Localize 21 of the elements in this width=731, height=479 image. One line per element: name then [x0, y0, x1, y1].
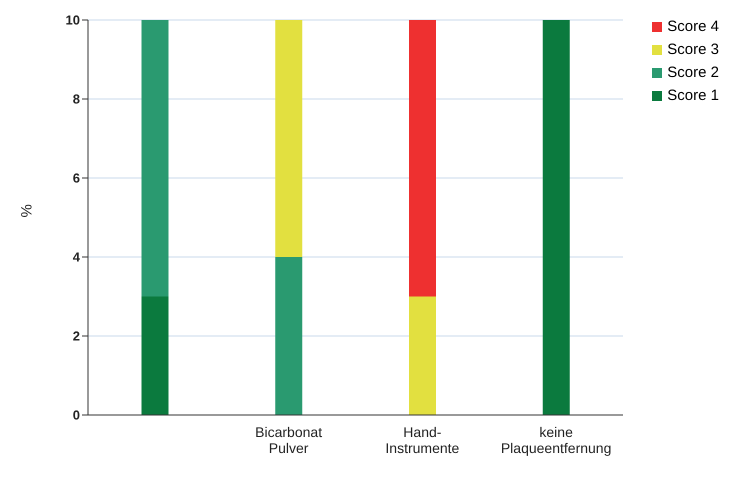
y-tick-label: 4: [72, 250, 81, 265]
y-tick-label: 2: [72, 328, 80, 344]
y-tick-label: 10: [66, 12, 80, 28]
bar: [542, 20, 570, 415]
legend-label: Score 3: [667, 41, 719, 58]
x-tick-label: Hand-Instrumente: [385, 424, 460, 456]
y-tick-label: 0: [72, 408, 80, 423]
x-tick-label: keine Plaqueentfernung: [500, 424, 612, 456]
legend-label: Score 1: [667, 87, 719, 104]
y-tick-label: 8: [72, 92, 80, 107]
bar: [142, 296, 168, 415]
y-axis-title: %: [18, 204, 36, 218]
x-tick-label: Bicarbonat Pulver: [255, 424, 322, 456]
bar: [275, 257, 302, 415]
y-tick-label: 6: [72, 170, 80, 186]
bar: [142, 20, 168, 296]
bar: [275, 20, 302, 257]
legend-label: Score 2: [667, 64, 719, 81]
bar: [409, 20, 436, 296]
bar: [409, 296, 436, 415]
legend-label: Score 4: [667, 18, 719, 35]
